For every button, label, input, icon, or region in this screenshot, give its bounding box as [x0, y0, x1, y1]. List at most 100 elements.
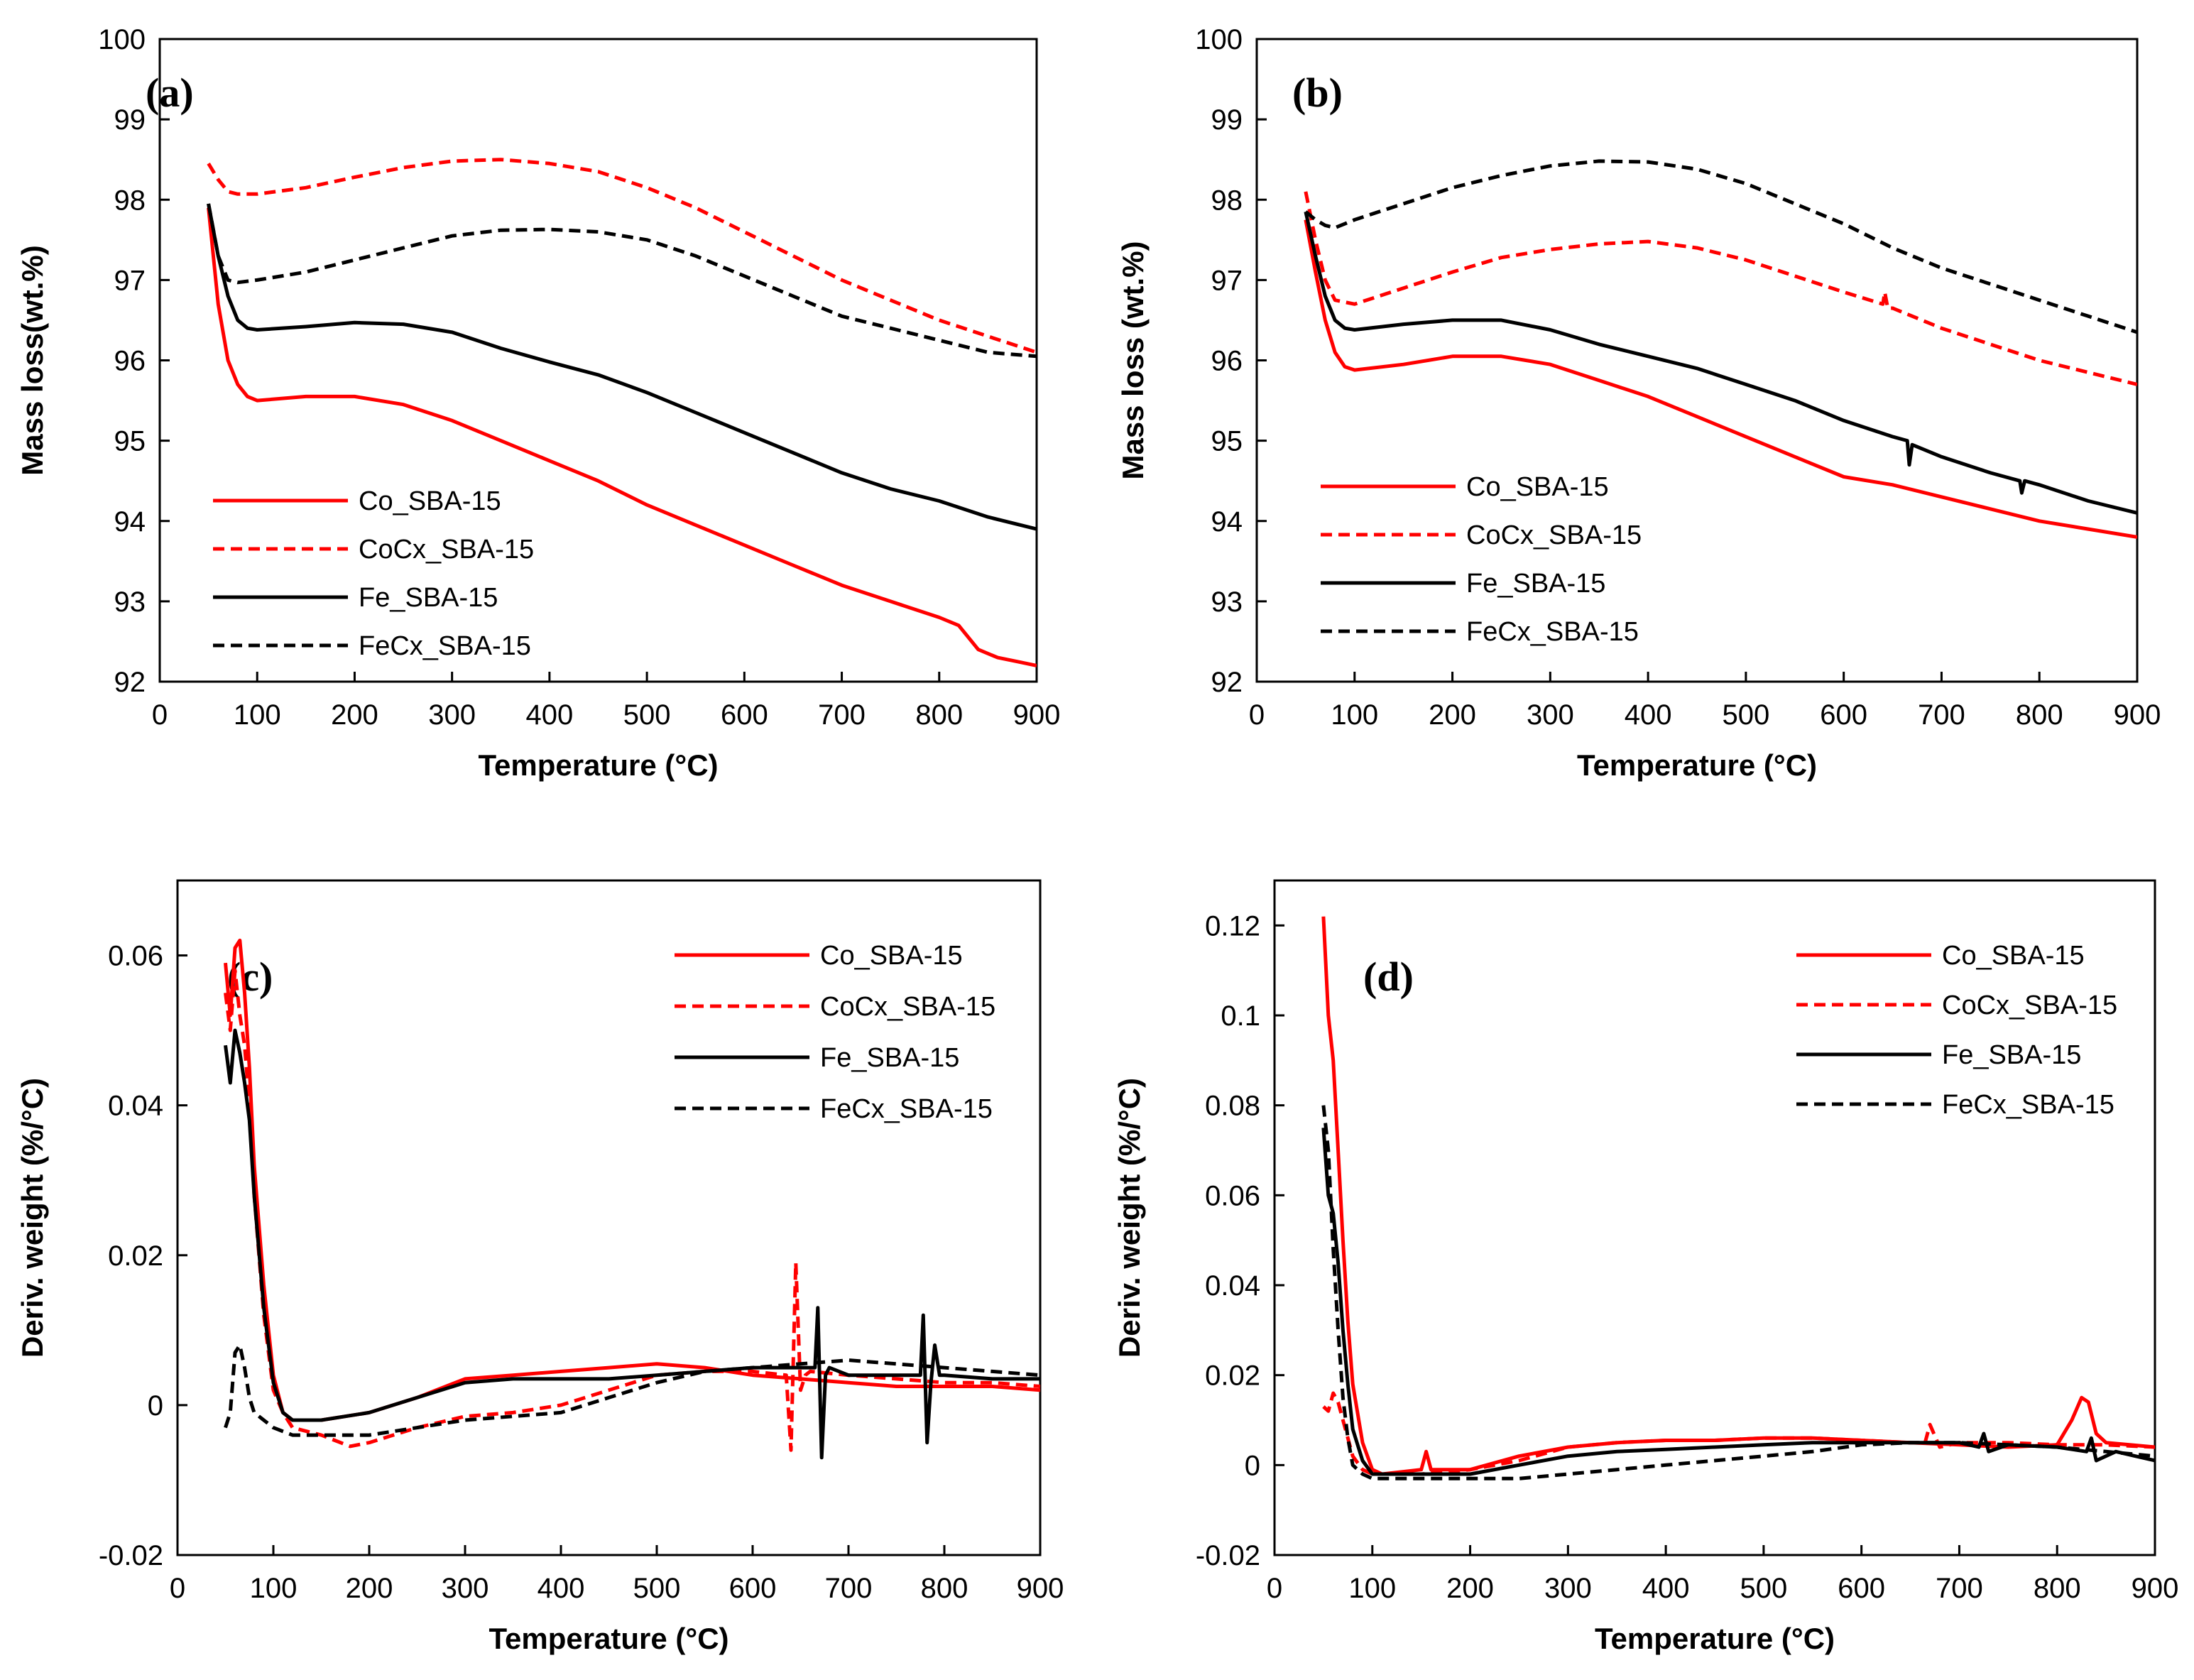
panel-c-x-tick-label: 800: [921, 1573, 968, 1604]
panel-c-y-tick-label: 0: [148, 1390, 163, 1422]
panel-b-x-tick-label: 200: [1429, 699, 1476, 731]
panel-d-x-axis-title: Temperature (°C): [1595, 1622, 1835, 1655]
panel-a-y-tick-label: 92: [114, 667, 146, 698]
panel-b-y-axis-title: Mass loss (wt.%): [1116, 241, 1150, 479]
panel-d-plot-frame: [1273, 879, 2156, 1556]
panel-d-y-tick-label: 0: [1245, 1450, 1260, 1481]
panel-a-label: (a): [146, 70, 194, 116]
panel-c-series-fecx-sba-15: [224, 1343, 1040, 1437]
panel-b-y-tick-label: 100: [1195, 24, 1243, 55]
panel-b-series-co-sba-15: [1304, 219, 2137, 539]
panel-d-series-fecx-sba-15: [1321, 1105, 2155, 1480]
panel-b-x-tick-label: 0: [1249, 699, 1265, 731]
panel-c-y-tick-label: -0.02: [99, 1540, 163, 1571]
panel-a-y-tick-label: 98: [114, 185, 146, 216]
panel-d: 0 100 200 300 400 500 600 700 800 900-0.0200.020.…: [1113, 879, 2179, 1655]
panel-d-x-tick-label: 300: [1544, 1573, 1592, 1604]
panel-c-plot-frame: [176, 879, 1042, 1556]
panel-b-y-tick-label: 95: [1211, 426, 1243, 457]
panel-c-x-tick-label: 700: [825, 1573, 873, 1604]
panel-c-y-tick-label: 0.06: [108, 941, 163, 972]
panel-b-x-tick-label: 600: [1820, 699, 1867, 731]
panel-a-y-tick-label: 93: [114, 587, 146, 618]
panel-d-series-cocx-sba-15: [1322, 1391, 2155, 1476]
panel-c-legend: Co_SBA-15 CoCx_SBA-15 Fe_SBA-15 FeCx_SBA-15: [675, 941, 995, 1124]
panel-c-x-tick-label: 100: [250, 1573, 298, 1604]
panel-d-legend-label: Co_SBA-15: [1942, 941, 2085, 971]
panel-c-y-axis-title: Deriv. weight (%/°C): [16, 1078, 49, 1358]
panel-b-y-tick-label: 93: [1211, 587, 1243, 618]
panel-b-y-tick-label: 92: [1211, 667, 1243, 698]
panel-c-x-tick-label: 900: [1017, 1573, 1064, 1604]
panel-a-y-tick-label: 96: [114, 346, 146, 377]
panel-a-legend: Co_SBA-15 CoCx_SBA-15 Fe_SBA-15 FeCx_SBA-15: [213, 486, 534, 661]
panel-d-y-tick-label: 0.1: [1221, 1000, 1260, 1032]
panel-c-x-tick-label: 0: [170, 1573, 185, 1604]
panel-b-x-axis-title: Temperature (°C): [1577, 748, 1817, 782]
panel-b-x-tick-label: 800: [2016, 699, 2063, 731]
panel-d-y-tick-label: 0.12: [1205, 910, 1260, 942]
panel-b-series-fe-sba-15: [1304, 211, 2137, 515]
panel-d-y-tick-label: 0.02: [1205, 1360, 1260, 1392]
panel-b-legend-label: Co_SBA-15: [1466, 472, 1609, 502]
panel-a-legend-label: FeCx_SBA-15: [359, 631, 531, 661]
panel-b-legend-label: Fe_SBA-15: [1466, 569, 1605, 599]
panel-c-series-fe-sba-15: [224, 1028, 1040, 1460]
panel-a-x-tick-label: 300: [428, 699, 476, 731]
panel-d-x-tick-label: 100: [1348, 1573, 1396, 1604]
panel-d-y-tick-label: 0.08: [1205, 1091, 1260, 1122]
panel-a: 0 100 200 300 400 500 600 700 800 900 92 93 94 95 96 97…: [16, 24, 1060, 782]
panel-a-y-tick-label: 94: [114, 506, 146, 538]
panel-a-legend-label: Co_SBA-15: [359, 486, 501, 516]
panel-a-series-cocx-sba-15: [207, 158, 1037, 354]
panel-d-legend-label: CoCx_SBA-15: [1942, 991, 2117, 1020]
panel-a-y-tick-label: 95: [114, 426, 146, 457]
panel-d-legend-label: Fe_SBA-15: [1942, 1040, 2081, 1070]
panel-d-y-tick-label: -0.02: [1196, 1540, 1260, 1571]
panel-d-x-tick-label: 800: [2034, 1573, 2081, 1604]
panel-c-x-tick-label: 400: [537, 1573, 585, 1604]
panel-c-legend-label: Fe_SBA-15: [820, 1043, 959, 1073]
panel-a-legend-label: Fe_SBA-15: [359, 583, 498, 613]
panel-a-series-fe-sba-15: [207, 203, 1037, 531]
panel-b-x-tick-label: 700: [1918, 699, 1965, 731]
panel-b-x-tick-label: 900: [2114, 699, 2161, 731]
panel-a-x-tick-label: 200: [331, 699, 378, 731]
panel-b-y-tick-label: 96: [1211, 346, 1243, 377]
panel-a-x-tick-label: 100: [234, 699, 281, 731]
panel-d-y-tick-label: 0.06: [1205, 1180, 1260, 1211]
panel-c-x-axis-title: Temperature (°C): [489, 1622, 728, 1655]
panel-b-x-tick-label: 500: [1723, 699, 1770, 731]
panel-b-series-cocx-sba-15: [1304, 191, 2137, 386]
panel-b-legend-label: CoCx_SBA-15: [1466, 520, 1642, 550]
panel-b-label: (b): [1292, 70, 1343, 116]
panel-a-x-tick-label: 500: [623, 699, 671, 731]
panel-d-y-axis-title: Deriv. weight (%/°C): [1113, 1078, 1146, 1358]
panel-b-x-tick-label: 300: [1527, 699, 1574, 731]
panel-b-legend-label: FeCx_SBA-15: [1466, 617, 1639, 647]
panel-a-y-axis-title: Mass loss(wt.%): [16, 245, 49, 475]
panel-b-x-tick-label: 100: [1331, 699, 1378, 731]
panel-a-x-tick-label: 0: [152, 699, 168, 731]
panel-a-series-fecx-sba-15: [207, 203, 1037, 359]
panel-c: 0 100 200 300 400 500 600 700 800 900-0.0200.020.…: [16, 879, 1064, 1655]
panel-b-y-tick-label: 99: [1211, 104, 1243, 136]
panel-c-x-tick-label: 200: [346, 1573, 393, 1604]
panel-b-series-fecx-sba-15: [1304, 159, 2137, 334]
panel-d-x-tick-label: 700: [1936, 1573, 1983, 1604]
panel-b-y-tick-label: 97: [1211, 265, 1243, 296]
panel-b: 0 100 200 300 400 500 600 700 800 900 92 93 94 95 96 97…: [1116, 24, 2161, 782]
panel-a-y-tick-label: 97: [114, 265, 146, 296]
panel-d-series-fe-sba-15: [1321, 1128, 2155, 1476]
panel-d-label: (d): [1363, 954, 1414, 1000]
panel-a-x-tick-label: 700: [818, 699, 866, 731]
panel-d-legend: Co_SBA-15 CoCx_SBA-15 Fe_SBA-15 FeCx_SBA-15: [1796, 941, 2117, 1120]
panel-a-plot-frame: [158, 38, 1038, 683]
panel-c-x-tick-label: 600: [729, 1573, 777, 1604]
panel-c-y-tick-label: 0.02: [108, 1240, 163, 1272]
panel-d-x-tick-label: 900: [2132, 1573, 2179, 1604]
panel-a-legend-label: CoCx_SBA-15: [359, 535, 534, 564]
panel-a-x-tick-label: 600: [721, 699, 768, 731]
panel-d-x-tick-label: 200: [1446, 1573, 1494, 1604]
